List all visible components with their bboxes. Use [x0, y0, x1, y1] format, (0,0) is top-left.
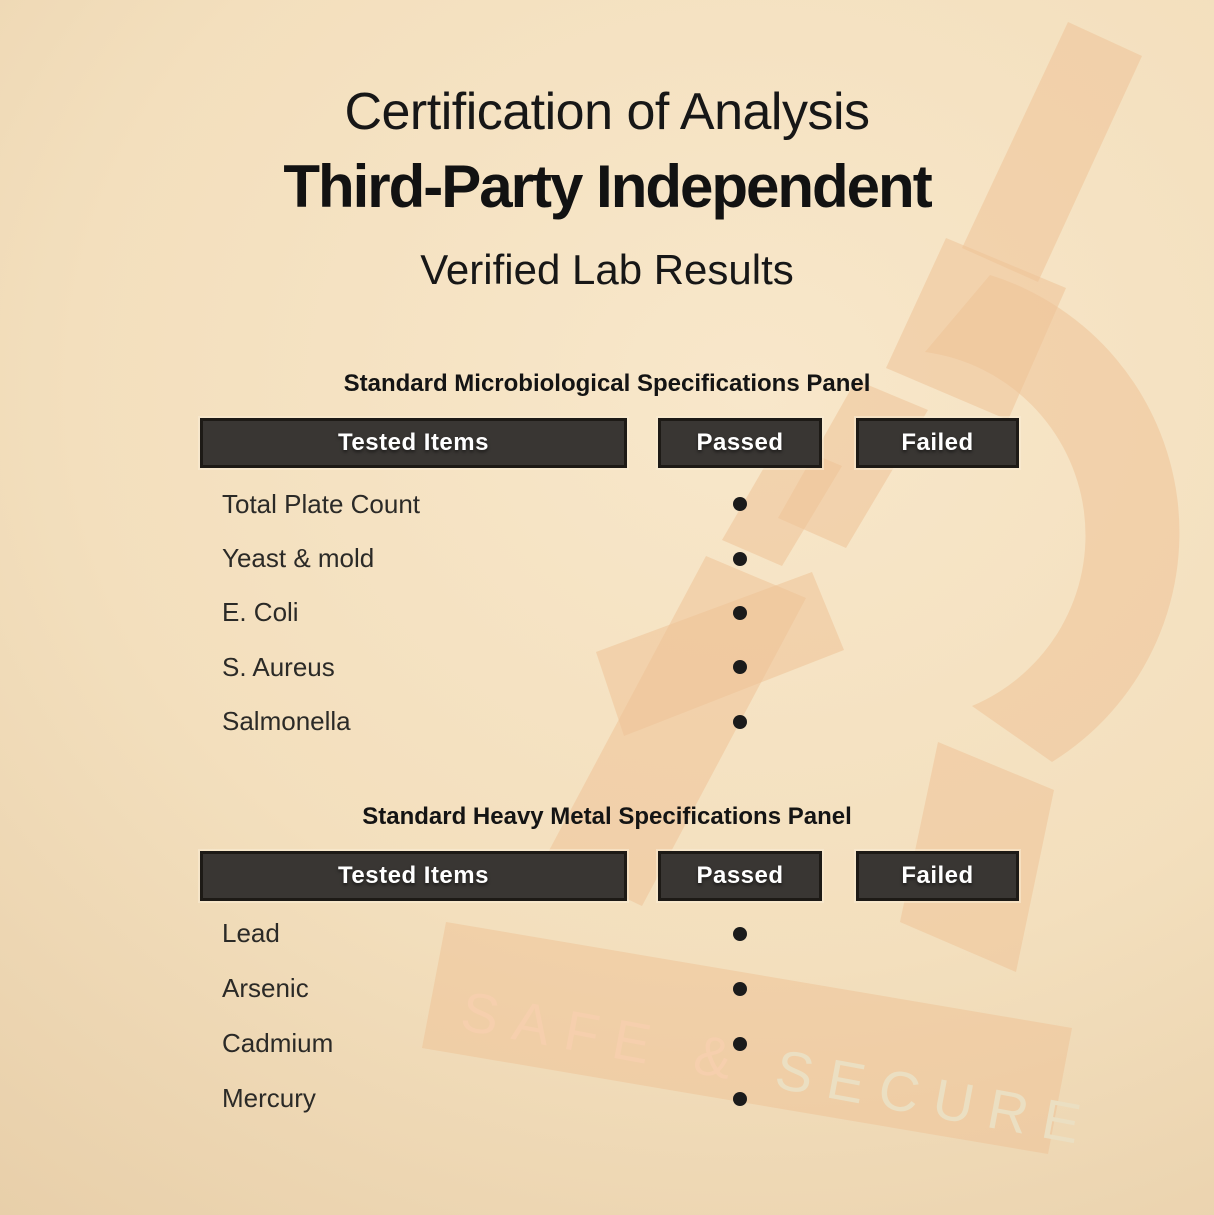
passed-dot-icon — [733, 926, 747, 941]
section-title-heavy-metal: Standard Heavy Metal Specifications Pane… — [362, 803, 852, 830]
page-title: Certification of Analysis — [344, 83, 870, 141]
failed-cell — [856, 1071, 1019, 1126]
tested-item-label: E. Coli — [222, 597, 299, 628]
passed-cell — [658, 1071, 822, 1126]
column-header-passed: Passed — [658, 851, 822, 901]
tested-item-label: Total Plate Count — [222, 488, 421, 519]
page-subtitle: Third-Party Independent — [283, 153, 932, 220]
failed-cell — [856, 586, 1019, 640]
tested-item-label: S. Aureus — [222, 651, 335, 682]
passed-cell — [658, 586, 822, 640]
table-row: Salmonella — [0, 695, 1214, 749]
column-header-tested-items: Tested Items — [200, 851, 627, 901]
passed-dot-icon — [733, 660, 747, 675]
column-header-failed: Failed — [856, 851, 1019, 901]
passed-dot-icon — [733, 1036, 747, 1051]
table-row: Mercury — [0, 1071, 1214, 1126]
table-row: E. Coli — [0, 586, 1214, 640]
passed-cell — [658, 961, 822, 1016]
passed-cell — [658, 906, 822, 961]
section-title-microbiological: Standard Microbiological Specifications … — [343, 370, 871, 397]
column-header-tested-items: Tested Items — [200, 418, 627, 468]
passed-dot-icon — [733, 605, 747, 620]
table-row: Cadmium — [0, 1016, 1214, 1071]
passed-cell — [658, 477, 822, 531]
failed-cell — [856, 531, 1019, 585]
tested-item-label: Mercury — [222, 1083, 316, 1113]
passed-dot-icon — [733, 981, 747, 996]
tested-item-label: Lead — [222, 918, 280, 948]
table-row: Lead — [0, 906, 1214, 961]
table-body-heavy-metal: Lead Arsenic Cadmium Mercury — [0, 906, 1214, 1126]
passed-dot-icon — [733, 1091, 747, 1106]
tested-item-label: Salmonella — [222, 706, 351, 737]
table-body-microbiological: Total Plate Count Yeast & mold E. Coli S. A… — [0, 477, 1214, 749]
table-row: S. Aureus — [0, 640, 1214, 694]
table-row: Yeast & mold — [0, 531, 1214, 585]
tested-item-label: Arsenic — [222, 973, 309, 1003]
table-header-row: Tested Items Passed Failed — [0, 418, 1214, 468]
failed-cell — [856, 640, 1019, 694]
passed-cell — [658, 640, 822, 694]
page-tagline: Verified Lab Results — [420, 246, 794, 293]
passed-cell — [658, 695, 822, 749]
passed-cell — [658, 531, 822, 585]
passed-cell — [658, 1016, 822, 1071]
passed-dot-icon — [733, 497, 747, 512]
tested-item-label: Yeast & mold — [222, 543, 375, 574]
failed-cell — [856, 477, 1019, 531]
failed-cell — [856, 695, 1019, 749]
column-header-failed: Failed — [856, 418, 1019, 468]
failed-cell — [856, 1016, 1019, 1071]
column-header-passed: Passed — [658, 418, 822, 468]
passed-dot-icon — [733, 714, 747, 729]
passed-dot-icon — [733, 551, 747, 566]
table-header-row: Tested Items Passed Failed — [0, 851, 1214, 901]
failed-cell — [856, 961, 1019, 1016]
failed-cell — [856, 906, 1019, 961]
tested-item-label: Cadmium — [222, 1028, 334, 1058]
table-row: Arsenic — [0, 961, 1214, 1016]
table-row: Total Plate Count — [0, 477, 1214, 531]
